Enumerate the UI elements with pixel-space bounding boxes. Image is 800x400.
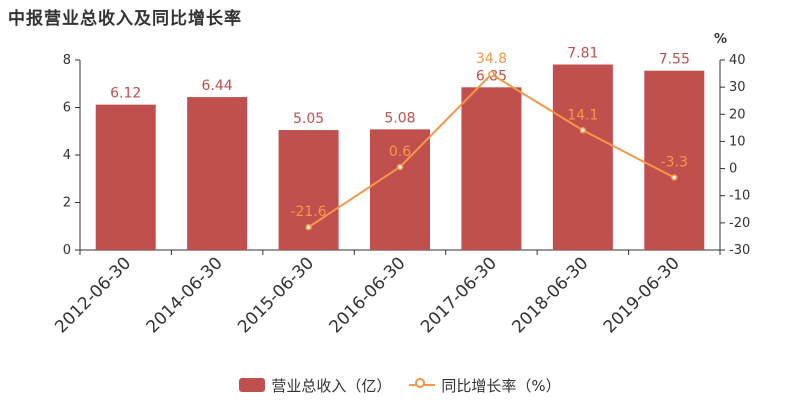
legend: 营业总收入（亿） 同比增长率（%） xyxy=(0,374,800,396)
legend-bar-swatch xyxy=(239,378,266,392)
chart-title: 中报营业总收入及同比增长率 xyxy=(8,9,242,29)
y-left-tick-label: 2 xyxy=(63,196,71,211)
y-right-tick-label: 40 xyxy=(729,53,746,68)
bar-value-label: 6.44 xyxy=(202,78,233,94)
bar-value-label: 7.55 xyxy=(659,52,690,68)
y-left-tick-label: 4 xyxy=(63,148,71,163)
bar xyxy=(95,104,156,251)
y-left-tick-label: 6 xyxy=(63,101,71,116)
bar xyxy=(370,129,430,250)
growth-point xyxy=(579,127,587,134)
x-tick-label: 2018-06-30 xyxy=(508,253,592,337)
bar-value-label: 5.08 xyxy=(384,110,415,126)
growth-point xyxy=(671,174,678,181)
x-tick-label: 2012-06-30 xyxy=(51,253,135,337)
growth-value-label: -3.3 xyxy=(661,155,688,171)
growth-value-label: -21.6 xyxy=(290,204,326,220)
bar-value-label: 6.12 xyxy=(110,86,141,102)
growth-point xyxy=(396,163,404,171)
bar xyxy=(187,97,248,250)
legend-item-growth[interactable]: 同比增长率（%） xyxy=(409,375,561,396)
growth-value-label: 34.8 xyxy=(476,51,507,67)
x-tick-label: 2015-06-30 xyxy=(234,253,318,337)
growth-point xyxy=(488,70,495,78)
y-right-tick-label: 30 xyxy=(729,80,746,95)
y-right-unit: % xyxy=(714,32,727,47)
bar xyxy=(278,130,339,250)
legend-line-swatch xyxy=(409,378,436,392)
growth-point xyxy=(305,223,312,231)
bar xyxy=(461,87,522,250)
y-right-tick-label: -30 xyxy=(729,243,750,258)
y-left-tick-label: 0 xyxy=(63,243,71,258)
legend-label-growth: 同比增长率（%） xyxy=(441,376,561,395)
growth-value-label: 0.6 xyxy=(389,144,411,160)
y-right-tick-label: 20 xyxy=(729,107,746,122)
y-right-tick-label: 0 xyxy=(729,162,737,177)
x-tick-label: 2016-06-30 xyxy=(326,253,410,337)
growth-value-label: 14.1 xyxy=(567,107,598,123)
y-right-tick-label: -20 xyxy=(729,216,750,231)
bar xyxy=(552,64,613,250)
x-tick-label: 2014-06-30 xyxy=(143,253,227,337)
y-right-tick-label: -10 xyxy=(729,189,750,204)
x-tick-label: 2019-06-30 xyxy=(600,253,684,337)
legend-label-revenue: 营业总收入（亿） xyxy=(271,376,392,395)
bar-value-label: 7.81 xyxy=(567,46,598,62)
legend-item-revenue[interactable]: 营业总收入（亿） xyxy=(239,375,391,396)
bar xyxy=(644,70,705,250)
y-left-tick-label: 8 xyxy=(63,53,71,68)
x-tick-label: 2017-06-30 xyxy=(417,253,501,337)
bar-value-label: 5.05 xyxy=(293,111,324,127)
y-right-tick-label: 10 xyxy=(729,134,746,149)
